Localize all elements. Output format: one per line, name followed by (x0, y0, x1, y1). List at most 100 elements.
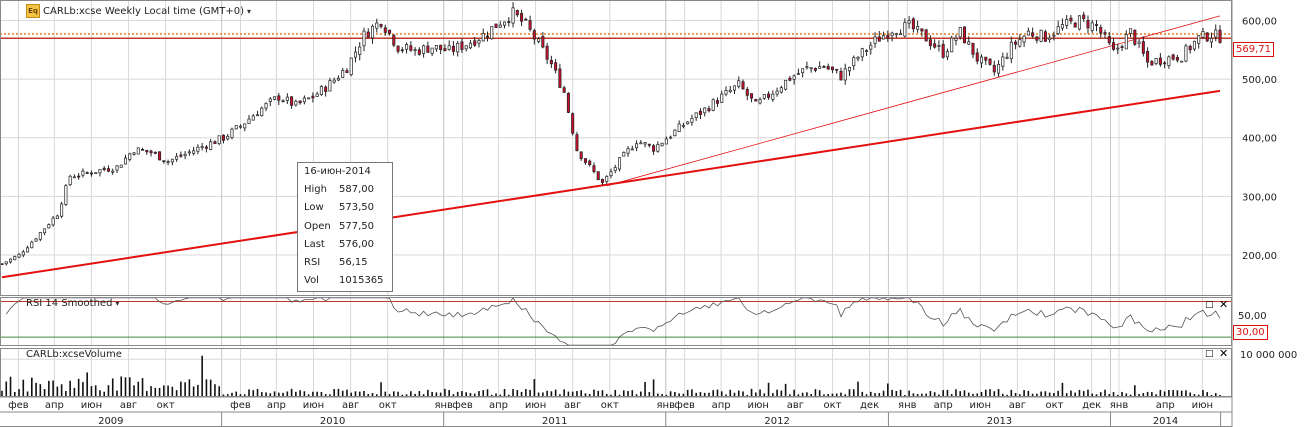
candle-up (856, 56, 860, 60)
candle-up (618, 157, 622, 170)
candle-down (1031, 32, 1035, 37)
candle-up (490, 26, 494, 40)
candle-up (413, 49, 417, 52)
candle-up (771, 93, 775, 100)
candle-up (801, 68, 805, 74)
tooltip-value: 56,15 (339, 257, 368, 269)
candle-down (971, 42, 975, 55)
candle-up (937, 45, 941, 47)
candle-down (1014, 41, 1018, 45)
candle-up (724, 89, 728, 95)
candle-down (520, 13, 524, 22)
candle-up (737, 80, 741, 87)
candle-up (1154, 58, 1158, 64)
candle-up (890, 32, 894, 37)
candle-down (1082, 14, 1086, 20)
tooltip-row: RSI 56,15 (298, 254, 392, 272)
maximize-icon[interactable]: □ (1205, 300, 1214, 310)
candle-up (260, 107, 264, 116)
y-tick-label: 600,00 (1242, 17, 1277, 28)
tooltip-value: 573,50 (339, 202, 374, 214)
chevron-down-icon[interactable]: ▾ (115, 299, 120, 308)
candle-up (818, 66, 822, 69)
price-panel-header[interactable]: Eq CARLb:xcse Weekly Local time (GMT+0) … (26, 4, 251, 18)
candle-down (379, 24, 383, 27)
candle-up (1009, 41, 1013, 60)
candle-up (238, 125, 243, 128)
candle-up (196, 146, 200, 152)
candle-down (345, 70, 349, 74)
x-tick-label: июн (1192, 400, 1213, 411)
candle-up (626, 148, 630, 154)
candle-down (877, 36, 881, 42)
candle-up (916, 26, 920, 30)
x-year-label: 2012 (764, 416, 789, 427)
candle-up (200, 146, 204, 148)
x-tick-label: окт (157, 400, 175, 411)
candle-up (336, 77, 340, 81)
candle-down (162, 160, 166, 162)
candle-down (1107, 36, 1111, 44)
x-year-label: 2013 (987, 416, 1012, 427)
x-tick-label: авг (342, 400, 359, 411)
candle-up (1129, 28, 1133, 34)
candle-up (98, 169, 102, 174)
maximize-icon[interactable]: □ (1205, 349, 1214, 359)
candle-up (1077, 15, 1081, 30)
chevron-down-icon[interactable]: ▾ (247, 6, 252, 16)
x-tick-label: дек (1082, 400, 1101, 411)
tooltip-date: 16-июн-2014 (304, 166, 371, 177)
candle-down (592, 165, 596, 172)
candle-up (1001, 56, 1005, 67)
candle-down (822, 66, 826, 68)
candle-down (941, 44, 945, 58)
candle-up (456, 42, 460, 53)
y-tick-label: 500,00 (1242, 75, 1277, 86)
close-icon[interactable]: ✕ (1219, 347, 1229, 360)
tooltip-label: Low (304, 202, 324, 214)
candle-up (251, 115, 255, 121)
x-year-label: 2009 (98, 416, 123, 427)
candle-up (784, 79, 788, 90)
candle-down (221, 134, 225, 141)
x-tick-label: окт (601, 400, 619, 411)
candle-up (353, 51, 357, 58)
x-tick-label: июн (81, 400, 102, 411)
candle-up (1056, 26, 1060, 34)
volume-series (1, 355, 1221, 397)
candle-up (332, 79, 336, 83)
candle-up (30, 241, 34, 249)
equity-icon: Eq (26, 4, 40, 18)
candle-down (767, 93, 771, 98)
candle-up (247, 118, 251, 124)
candle-up (664, 138, 668, 145)
candlestick-series (0, 2, 1222, 266)
candle-down (545, 45, 549, 60)
x-tick-label: июн (747, 400, 768, 411)
candle-up (328, 80, 332, 92)
candle-up (217, 135, 221, 144)
candle-up (669, 136, 673, 139)
x-tick-label: фев (230, 400, 251, 411)
tooltip-row: Open 577,50 (298, 218, 392, 236)
candle-down (417, 49, 421, 55)
candle-up (703, 107, 707, 114)
candle-up (81, 170, 85, 176)
symbol-title: CARLb:xcse Weekly Local time (GMT+0) (43, 5, 245, 17)
candle-up (809, 67, 813, 70)
candle-down (473, 40, 477, 46)
candle-down (583, 158, 587, 163)
candle-down (324, 86, 328, 92)
support-trendline (1, 89, 1221, 279)
candle-up (464, 45, 468, 50)
candle-down (813, 68, 817, 71)
candle-down (1099, 27, 1103, 34)
close-icon[interactable]: ✕ (1219, 298, 1229, 311)
rsi-panel-header[interactable]: RSI 14 Smoothed ▾ (26, 298, 119, 309)
candle-down (549, 59, 553, 65)
candle-up (1116, 47, 1120, 50)
candle-down (383, 27, 387, 33)
candle-up (1065, 19, 1069, 26)
candle-down (149, 150, 153, 154)
